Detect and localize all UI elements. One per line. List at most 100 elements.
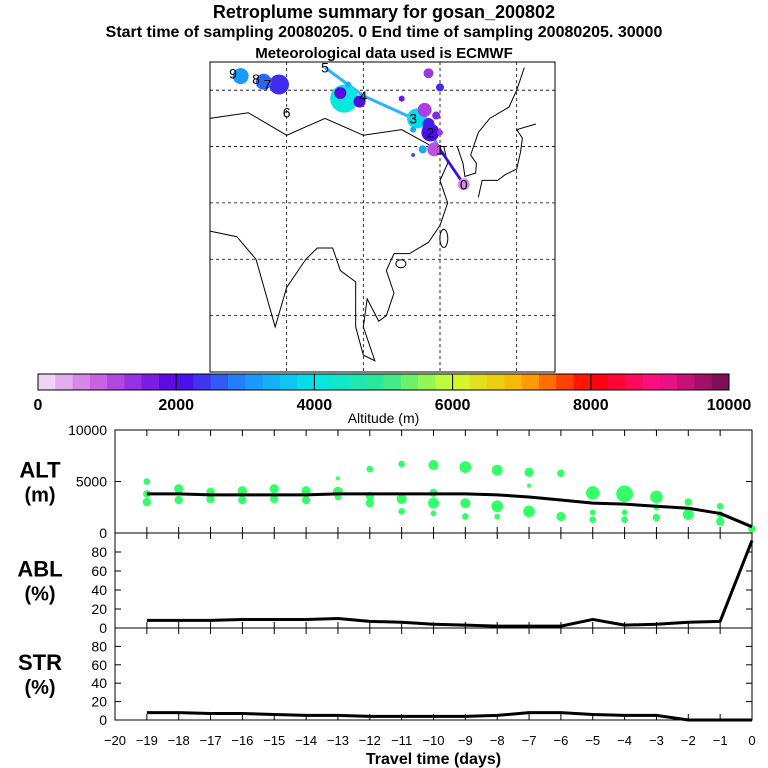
- colorbar-swatch: [158, 374, 177, 390]
- panel-frame: [114, 532, 753, 629]
- altitude-point: [459, 461, 472, 473]
- altitude-point: [716, 502, 724, 510]
- altitude-point: [652, 513, 661, 522]
- colorbar-swatch: [297, 374, 315, 390]
- altitude-point: [301, 486, 311, 496]
- colorbar-swatch: [538, 374, 557, 390]
- panel-ylabel-unit: (%): [24, 677, 55, 699]
- series-line: [146, 711, 752, 722]
- plume-cluster: [418, 145, 427, 154]
- colorbar-swatch: [193, 374, 212, 390]
- altitude-point: [526, 483, 532, 488]
- colorbar-swatch: [262, 374, 281, 390]
- panel-frame: [114, 627, 753, 721]
- x-tick-label: −17: [200, 733, 222, 748]
- map-coastline-japan: [477, 123, 536, 198]
- colorbar: [37, 373, 730, 391]
- panel-ylabel-unit: (%): [24, 584, 55, 606]
- y-tick-label: 80: [91, 638, 107, 654]
- altitude-point: [715, 517, 725, 526]
- series-line: [146, 540, 754, 628]
- altitude-point: [365, 498, 374, 508]
- plume-cluster: [353, 95, 366, 108]
- altitude-point: [616, 485, 633, 503]
- plume-cluster: [398, 95, 405, 102]
- altitude-point: [556, 511, 566, 522]
- x-tick-label: −8: [490, 733, 505, 748]
- altitude-point: [335, 476, 341, 481]
- colorbar-swatch: [556, 374, 575, 390]
- colorbar-tick-label: 10000: [707, 397, 752, 414]
- colorbar-swatch: [504, 374, 523, 390]
- panel-ylabel: STR: [18, 650, 62, 675]
- plume-cluster: [417, 102, 432, 117]
- plume-cluster: [423, 68, 434, 79]
- colorbar-tick-label: 6000: [435, 397, 471, 414]
- colorbar-swatch: [435, 374, 454, 390]
- colorbar-tick-label: 0: [34, 397, 43, 414]
- colorbar-swatch: [228, 374, 246, 390]
- x-tick-label: −11: [391, 733, 412, 748]
- plume-cluster: [437, 129, 443, 136]
- plume-cluster: [436, 83, 444, 92]
- trajectory-line-recent: [438, 148, 465, 186]
- sampling-time-line: Start time of sampling 20080205. 0 End t…: [105, 24, 663, 41]
- altitude-point: [491, 500, 504, 513]
- x-tick-label: −19: [136, 733, 158, 748]
- chart-title: Retroplume summary for gosan_200802: [212, 2, 556, 22]
- map-coastline: [209, 112, 449, 362]
- altitude-point: [428, 497, 439, 509]
- altitude-point: [398, 460, 406, 468]
- trajectory-day-label: 9: [229, 65, 237, 81]
- colorbar-swatch: [348, 374, 367, 390]
- altitude-point: [206, 494, 215, 504]
- altitude-point: [143, 478, 151, 485]
- colorbar-swatch: [366, 374, 384, 390]
- x-tick-label: −16: [231, 733, 253, 748]
- altitude-point: [557, 469, 565, 478]
- altitude-point: [174, 484, 184, 494]
- trajectory-day-label: 6: [283, 105, 291, 121]
- plume-cluster: [432, 111, 441, 120]
- trajectory-day-label: 3: [409, 110, 417, 126]
- y-tick-label: 5000: [76, 474, 107, 490]
- y-tick-label: 20: [91, 601, 107, 617]
- altitude-point: [524, 467, 534, 477]
- x-tick-label: −1: [713, 733, 728, 748]
- x-tick-label: −14: [295, 733, 317, 748]
- panel-str: [114, 627, 753, 722]
- altitude-point: [398, 508, 406, 515]
- colorbar-swatch: [124, 374, 143, 390]
- colorbar-swatch: [400, 374, 419, 390]
- trajectory-day-label: 2: [427, 124, 435, 140]
- x-tick-label: 0: [748, 733, 755, 748]
- colorbar-swatch: [72, 374, 91, 390]
- colorbar-tick-label: 2000: [158, 397, 194, 414]
- plume-cluster: [427, 142, 442, 157]
- y-tick-label: 60: [91, 563, 107, 579]
- x-tick-label: −20: [104, 733, 126, 748]
- x-tick-label: −15: [263, 733, 285, 748]
- altitude-point: [270, 494, 279, 504]
- panel-abl: [114, 532, 754, 629]
- altitude-point: [491, 464, 503, 476]
- x-tick-label: −4: [617, 733, 632, 748]
- plume-cluster: [411, 153, 416, 157]
- x-tick-label: −6: [553, 733, 568, 748]
- trajectory-day-label: 1: [436, 141, 444, 157]
- map-island-hainan: [395, 259, 407, 269]
- altitude-point: [461, 513, 469, 520]
- y-tick-label: 0: [99, 525, 107, 541]
- altitude-point: [396, 493, 407, 505]
- colorbar-swatch: [141, 374, 160, 390]
- plume-cluster: [457, 178, 470, 191]
- x-tick-label: −18: [168, 733, 190, 748]
- map-coastline-north: [477, 67, 525, 133]
- plume-cluster: [410, 126, 417, 133]
- altitude-point: [589, 516, 597, 523]
- altitude-point: [621, 509, 628, 516]
- trajectory-day-label: 7: [264, 77, 272, 93]
- x-tick-label: −12: [359, 733, 381, 748]
